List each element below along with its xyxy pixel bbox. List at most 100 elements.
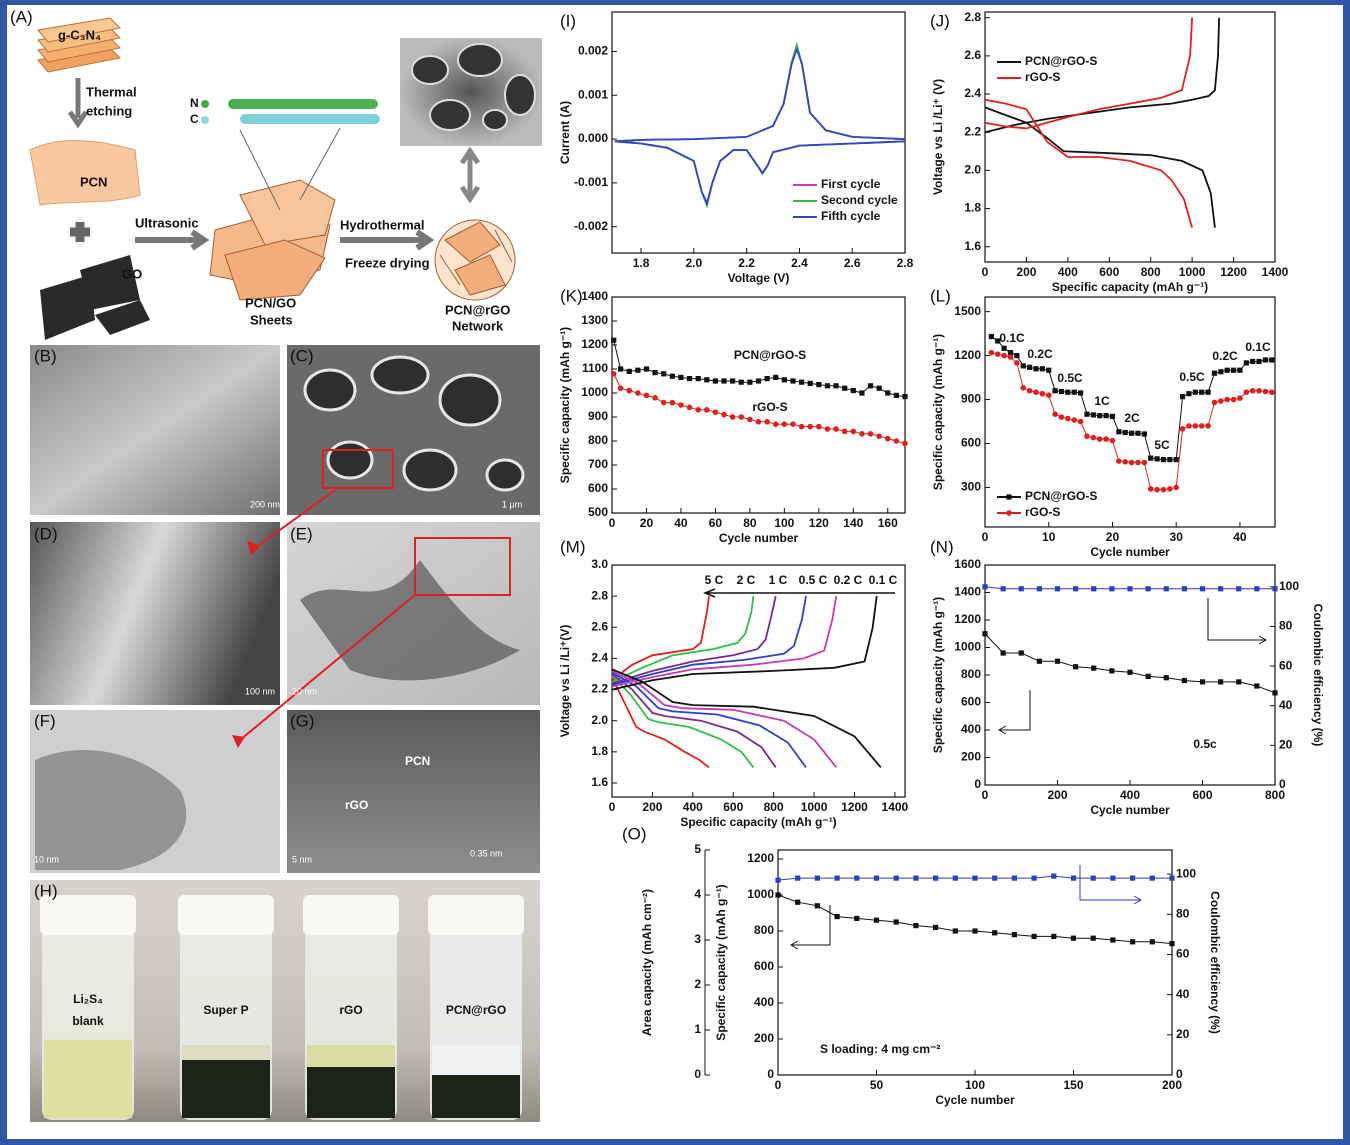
x-tick-label: 2.6	[844, 256, 861, 270]
panel-label: (J)	[930, 11, 950, 30]
point	[643, 392, 650, 399]
point	[893, 875, 899, 881]
y-label: Specific capacity (mAh g⁻¹)	[931, 597, 945, 753]
pcn-go-sheets	[209, 179, 336, 301]
point	[738, 379, 744, 385]
point	[1054, 586, 1061, 592]
point	[1103, 436, 1109, 442]
point	[885, 390, 891, 396]
panel-label: (L)	[930, 286, 951, 305]
pcn-sheet	[29, 140, 141, 206]
x-tick-label: 1400	[1262, 265, 1289, 279]
point	[1090, 935, 1096, 941]
scale-bar: 100 nm	[245, 686, 275, 696]
point	[867, 431, 874, 437]
point	[807, 423, 814, 430]
yt-tick-label: 2.0	[964, 163, 981, 177]
go-label: GO	[122, 266, 142, 281]
x-tick-label: 10	[1042, 530, 1056, 544]
step-label: etching	[86, 103, 132, 118]
y2-tick-label: 60	[1176, 947, 1190, 961]
point	[994, 351, 1001, 357]
point	[1224, 367, 1230, 373]
gcn-label: g-C₃N₄	[58, 27, 101, 42]
point	[850, 388, 856, 394]
flake	[35, 750, 187, 870]
plot-frame	[984, 11, 1276, 263]
point	[1141, 459, 1148, 466]
point	[1160, 486, 1167, 493]
point	[1135, 430, 1141, 436]
point	[1090, 875, 1096, 881]
arrow	[459, 146, 481, 204]
yt-tick-label: 2.8	[591, 588, 608, 602]
yt-tick-label: 600	[754, 959, 774, 973]
x-tick-label: 600	[723, 800, 743, 814]
x-tick-label: 40	[674, 516, 688, 530]
point	[1073, 664, 1079, 670]
point	[1218, 398, 1224, 404]
yt-tick-label: 200	[754, 1031, 774, 1045]
yt-tick-label: 800	[961, 667, 981, 681]
vial-label: Li₂S₄	[73, 992, 103, 1006]
yt-tick-label: 1300	[581, 313, 608, 327]
yt-tick-label: 1000	[747, 887, 774, 901]
point	[1065, 415, 1071, 422]
point	[1000, 650, 1006, 656]
point	[1084, 433, 1090, 439]
axis-arrow	[1079, 865, 1143, 905]
pores	[303, 355, 525, 492]
point	[859, 431, 865, 437]
point	[695, 376, 701, 382]
point	[1269, 389, 1275, 396]
series-line	[611, 595, 807, 768]
axis-arrow	[1207, 598, 1268, 645]
series-line	[611, 595, 882, 768]
y2-label: Coulombic efficiency (%)	[1208, 891, 1222, 1034]
point	[611, 337, 617, 343]
point	[661, 371, 667, 377]
yt-tick-label: 1200	[954, 348, 981, 362]
point	[1052, 411, 1058, 417]
point	[790, 378, 796, 384]
yt-tick-label: 2.8	[964, 10, 981, 24]
point	[1250, 358, 1256, 365]
vial-label: PCN@rGO	[446, 1003, 506, 1017]
point	[1167, 457, 1173, 463]
point	[834, 914, 840, 920]
point	[816, 423, 822, 430]
x-tick-label: 120	[809, 516, 829, 530]
point	[1147, 486, 1154, 492]
pores	[411, 43, 536, 131]
point	[1160, 457, 1167, 463]
atom-label: C	[190, 112, 199, 126]
point	[1001, 345, 1007, 351]
point	[1018, 650, 1024, 656]
yt-tick-label: 500	[588, 505, 608, 519]
point	[1179, 426, 1186, 432]
x-tick-label: 2.4	[791, 256, 808, 270]
y2-tick-label: 20	[1279, 738, 1293, 752]
panel-label: (B)	[34, 346, 57, 365]
yt-tick-label: 800	[754, 923, 774, 937]
yt-tick-label: 1400	[581, 289, 608, 303]
point	[1130, 875, 1136, 881]
point	[873, 875, 880, 881]
y-label: Current (A)	[558, 101, 572, 164]
yt-tick-label: 600	[961, 436, 981, 450]
point	[721, 411, 727, 418]
point	[1205, 389, 1211, 395]
point	[1218, 586, 1224, 592]
point	[1070, 935, 1077, 941]
point	[795, 875, 801, 881]
x-label: Voltage (V)	[728, 271, 790, 285]
y2-tick-label: 100	[1176, 866, 1196, 880]
y2-tick-label: 100	[1279, 579, 1299, 593]
yt-tick-label: 3.0	[591, 557, 608, 571]
yt-tick-label: 900	[961, 392, 981, 406]
point	[1027, 364, 1033, 370]
point	[1145, 673, 1151, 679]
point	[1173, 457, 1179, 463]
point	[816, 382, 822, 388]
yt-tick-label: 2.4	[964, 86, 981, 100]
